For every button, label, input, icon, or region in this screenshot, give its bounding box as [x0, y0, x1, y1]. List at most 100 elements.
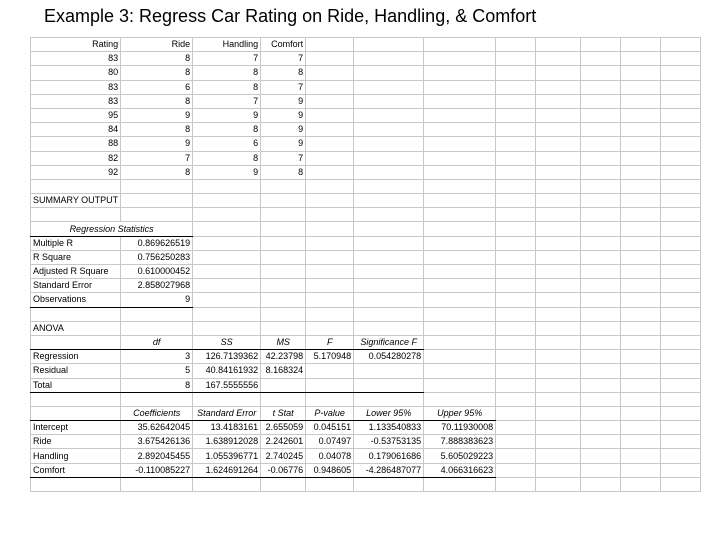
sheet-cell-empty[interactable]	[620, 306, 662, 322]
sheet-cell[interactable]: 0.610000452	[120, 263, 194, 280]
sheet-cell-empty[interactable]	[535, 292, 582, 308]
sheet-cell-empty[interactable]	[495, 306, 537, 322]
sheet-cell[interactable]: 84	[29, 122, 122, 138]
sheet-cell[interactable]: SUMMARY OUTPUT	[29, 193, 122, 209]
sheet-cell-empty[interactable]	[305, 79, 355, 95]
sheet-cell-empty[interactable]	[353, 377, 425, 393]
sheet-cell-empty[interactable]	[495, 363, 537, 379]
sheet-cell[interactable]: 9	[260, 93, 307, 109]
sheet-cell-empty[interactable]	[423, 136, 497, 152]
sheet-cell[interactable]: Standard Error	[29, 278, 122, 294]
sheet-cell-empty[interactable]	[423, 93, 497, 109]
sheet-cell-empty[interactable]	[660, 79, 702, 95]
sheet-cell[interactable]: 8	[120, 93, 194, 109]
sheet-cell-empty[interactable]	[660, 306, 702, 322]
sheet-cell[interactable]: Multiple R	[29, 235, 122, 251]
sheet-cell-empty[interactable]	[260, 377, 307, 393]
sheet-cell-empty[interactable]	[192, 249, 262, 266]
sheet-cell[interactable]: 3.675426136	[120, 434, 194, 450]
sheet-cell-empty[interactable]	[305, 278, 355, 294]
sheet-cell[interactable]: Observations	[29, 292, 122, 308]
sheet-cell-empty[interactable]	[620, 405, 662, 422]
sheet-cell-empty[interactable]	[353, 235, 425, 251]
sheet-cell-empty[interactable]	[353, 36, 425, 53]
sheet-cell-empty[interactable]	[120, 391, 194, 407]
sheet-cell[interactable]: 70.11930008	[423, 420, 497, 436]
sheet-cell[interactable]: 0.756250283	[120, 249, 194, 266]
sheet-cell-empty[interactable]	[495, 221, 537, 237]
sheet-cell[interactable]: 4.066316623	[423, 462, 497, 478]
sheet-cell-empty[interactable]	[423, 207, 497, 223]
sheet-cell-empty[interactable]	[620, 51, 662, 67]
sheet-cell-empty[interactable]	[305, 207, 355, 223]
sheet-cell[interactable]: t Stat	[260, 405, 307, 422]
sheet-cell-empty[interactable]	[580, 334, 622, 351]
sheet-cell-empty[interactable]	[580, 462, 622, 478]
sheet-cell-empty[interactable]	[535, 278, 582, 294]
sheet-cell-empty[interactable]	[535, 150, 582, 166]
sheet-cell-empty[interactable]	[580, 320, 622, 336]
sheet-cell[interactable]: 8	[120, 122, 194, 138]
sheet-cell-empty[interactable]	[620, 65, 662, 81]
sheet-cell[interactable]: 0.948605	[305, 462, 355, 478]
sheet-cell-empty[interactable]	[353, 363, 425, 379]
sheet-cell-empty[interactable]	[423, 334, 497, 351]
sheet-cell[interactable]: 126.7139362	[192, 349, 262, 365]
sheet-cell-empty[interactable]	[660, 178, 702, 195]
sheet-cell-empty[interactable]	[580, 363, 622, 379]
sheet-cell-empty[interactable]	[192, 292, 262, 308]
sheet-cell-empty[interactable]	[423, 391, 497, 407]
sheet-cell-empty[interactable]	[580, 476, 622, 493]
sheet-cell-empty[interactable]	[620, 349, 662, 365]
sheet-cell[interactable]: 92	[29, 164, 122, 180]
sheet-cell-empty[interactable]	[192, 193, 262, 209]
sheet-cell-empty[interactable]	[305, 391, 355, 407]
sheet-cell-empty[interactable]	[423, 292, 497, 308]
sheet-cell-empty[interactable]	[535, 178, 582, 195]
sheet-cell-empty[interactable]	[535, 221, 582, 237]
sheet-cell-empty[interactable]	[495, 462, 537, 478]
sheet-cell-empty[interactable]	[305, 150, 355, 166]
sheet-cell-empty[interactable]	[423, 221, 497, 237]
sheet-cell-empty[interactable]	[353, 122, 425, 138]
sheet-cell-empty[interactable]	[620, 363, 662, 379]
sheet-cell[interactable]: 8	[120, 377, 194, 393]
sheet-cell-empty[interactable]	[535, 320, 582, 336]
sheet-cell[interactable]: MS	[260, 334, 307, 351]
sheet-cell-empty[interactable]	[192, 207, 262, 223]
sheet-cell-empty[interactable]	[660, 420, 702, 436]
sheet-cell-empty[interactable]	[660, 150, 702, 166]
sheet-cell-empty[interactable]	[495, 150, 537, 166]
sheet-cell-empty[interactable]	[495, 136, 537, 152]
sheet-cell-empty[interactable]	[120, 306, 194, 322]
sheet-cell-empty[interactable]	[353, 93, 425, 109]
sheet-cell-empty[interactable]	[353, 136, 425, 152]
sheet-cell-empty[interactable]	[660, 36, 702, 53]
sheet-cell-empty[interactable]	[29, 334, 122, 351]
sheet-cell-empty[interactable]	[620, 36, 662, 53]
sheet-cell-empty[interactable]	[353, 51, 425, 67]
sheet-cell[interactable]: 2.242601	[260, 434, 307, 450]
sheet-cell[interactable]: 42.23798	[260, 349, 307, 365]
sheet-cell-empty[interactable]	[535, 363, 582, 379]
sheet-cell-empty[interactable]	[305, 235, 355, 251]
sheet-cell-empty[interactable]	[620, 334, 662, 351]
sheet-cell-empty[interactable]	[495, 292, 537, 308]
sheet-cell-empty[interactable]	[29, 306, 122, 322]
sheet-cell-empty[interactable]	[580, 93, 622, 109]
sheet-cell-empty[interactable]	[423, 235, 497, 251]
sheet-cell-empty[interactable]	[495, 178, 537, 195]
sheet-cell[interactable]: 5.605029223	[423, 448, 497, 464]
sheet-cell-empty[interactable]	[353, 178, 425, 195]
sheet-cell-empty[interactable]	[29, 207, 122, 223]
sheet-cell[interactable]: Handling	[29, 448, 122, 464]
sheet-cell[interactable]: ANOVA	[29, 320, 122, 336]
sheet-cell-empty[interactable]	[660, 65, 702, 81]
sheet-cell-empty[interactable]	[660, 235, 702, 251]
sheet-cell-empty[interactable]	[260, 221, 307, 237]
sheet-cell[interactable]: 8	[260, 65, 307, 81]
sheet-cell[interactable]: 8	[120, 65, 194, 81]
sheet-cell[interactable]: df	[120, 334, 194, 351]
sheet-cell-empty[interactable]	[495, 207, 537, 223]
sheet-cell-empty[interactable]	[620, 221, 662, 237]
